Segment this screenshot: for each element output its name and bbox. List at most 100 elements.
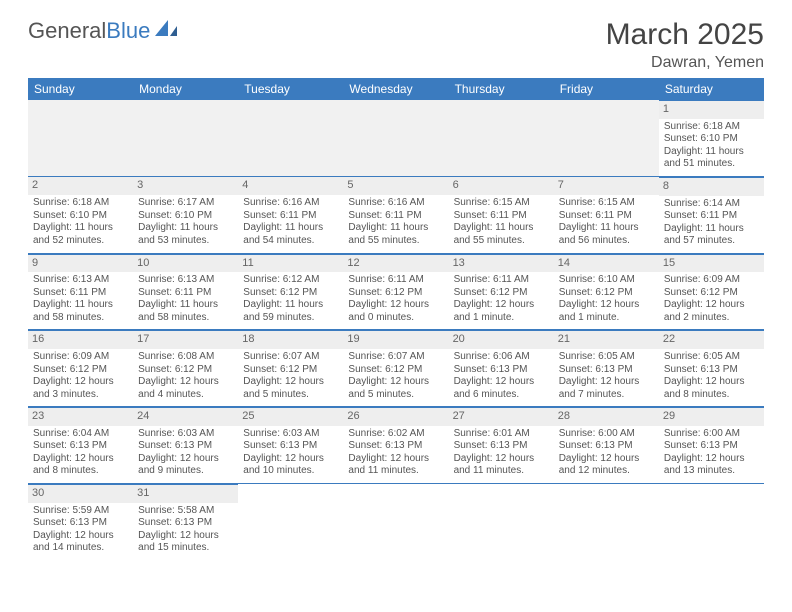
day-number: 26 (343, 407, 448, 426)
sunrise-text: Sunrise: 6:00 AM (664, 428, 759, 441)
day-number: 8 (659, 177, 764, 196)
day-number: 18 (238, 330, 343, 349)
sunset-text: Sunset: 6:12 PM (559, 287, 654, 300)
calendar-day-cell: 31Sunrise: 5:58 AMSunset: 6:13 PMDayligh… (133, 483, 238, 559)
calendar-day-cell (343, 483, 448, 559)
sunset-text: Sunset: 6:13 PM (559, 364, 654, 377)
day-number: 20 (449, 330, 554, 349)
daylight-text: Daylight: 11 hours and 51 minutes. (664, 146, 759, 171)
sunrise-text: Sunrise: 6:11 AM (454, 274, 549, 287)
sunrise-text: Sunrise: 6:16 AM (348, 197, 443, 210)
daylight-text: Daylight: 12 hours and 11 minutes. (454, 453, 549, 478)
day-number: 2 (28, 176, 133, 195)
calendar-day-cell (554, 100, 659, 176)
daylight-text: Daylight: 12 hours and 7 minutes. (559, 376, 654, 401)
sunset-text: Sunset: 6:12 PM (243, 364, 338, 377)
calendar-table: Sunday Monday Tuesday Wednesday Thursday… (28, 78, 764, 560)
calendar-day-cell (449, 100, 554, 176)
sunrise-text: Sunrise: 6:05 AM (559, 351, 654, 364)
weekday-header-row: Sunday Monday Tuesday Wednesday Thursday… (28, 78, 764, 100)
day-number: 28 (554, 407, 659, 426)
calendar-day-cell (554, 483, 659, 559)
sunset-text: Sunset: 6:11 PM (664, 210, 759, 223)
calendar-day-cell (133, 100, 238, 176)
day-number: 6 (449, 176, 554, 195)
calendar-day-cell: 10Sunrise: 6:13 AMSunset: 6:11 PMDayligh… (133, 253, 238, 330)
sunrise-text: Sunrise: 6:08 AM (138, 351, 233, 364)
daylight-text: Daylight: 12 hours and 6 minutes. (454, 376, 549, 401)
calendar-day-cell: 30Sunrise: 5:59 AMSunset: 6:13 PMDayligh… (28, 483, 133, 559)
calendar-day-cell: 11Sunrise: 6:12 AMSunset: 6:12 PMDayligh… (238, 253, 343, 330)
calendar-day-cell: 8Sunrise: 6:14 AMSunset: 6:11 PMDaylight… (659, 176, 764, 253)
location-label: Dawran, Yemen (606, 54, 764, 72)
weekday-header: Tuesday (238, 78, 343, 100)
sunset-text: Sunset: 6:13 PM (559, 440, 654, 453)
sunset-text: Sunset: 6:12 PM (664, 287, 759, 300)
calendar-day-cell: 29Sunrise: 6:00 AMSunset: 6:13 PMDayligh… (659, 407, 764, 484)
title-block: March 2025 Dawran, Yemen (606, 18, 764, 72)
sunset-text: Sunset: 6:12 PM (348, 287, 443, 300)
sunset-text: Sunset: 6:13 PM (138, 440, 233, 453)
calendar-week-row: 30Sunrise: 5:59 AMSunset: 6:13 PMDayligh… (28, 483, 764, 559)
daylight-text: Daylight: 12 hours and 1 minute. (559, 299, 654, 324)
daylight-text: Daylight: 12 hours and 14 minutes. (33, 530, 128, 555)
calendar-day-cell (449, 483, 554, 559)
day-number: 23 (28, 407, 133, 426)
calendar-day-cell: 16Sunrise: 6:09 AMSunset: 6:12 PMDayligh… (28, 330, 133, 407)
sunset-text: Sunset: 6:12 PM (33, 364, 128, 377)
sunset-text: Sunset: 6:13 PM (664, 440, 759, 453)
sunrise-text: Sunrise: 6:01 AM (454, 428, 549, 441)
sunrise-text: Sunrise: 6:13 AM (33, 274, 128, 287)
weekday-header: Sunday (28, 78, 133, 100)
sunset-text: Sunset: 6:13 PM (33, 517, 128, 530)
calendar-week-row: 1Sunrise: 6:18 AMSunset: 6:10 PMDaylight… (28, 100, 764, 176)
sunset-text: Sunset: 6:10 PM (33, 210, 128, 223)
day-number: 11 (238, 254, 343, 273)
sunrise-text: Sunrise: 6:18 AM (664, 121, 759, 134)
weekday-header: Wednesday (343, 78, 448, 100)
daylight-text: Daylight: 12 hours and 3 minutes. (33, 376, 128, 401)
sunset-text: Sunset: 6:13 PM (348, 440, 443, 453)
calendar-day-cell: 9Sunrise: 6:13 AMSunset: 6:11 PMDaylight… (28, 253, 133, 330)
day-number: 9 (28, 254, 133, 273)
sunrise-text: Sunrise: 6:04 AM (33, 428, 128, 441)
daylight-text: Daylight: 11 hours and 56 minutes. (559, 222, 654, 247)
day-number: 31 (133, 484, 238, 503)
calendar-day-cell: 4Sunrise: 6:16 AMSunset: 6:11 PMDaylight… (238, 176, 343, 253)
daylight-text: Daylight: 12 hours and 5 minutes. (243, 376, 338, 401)
calendar-day-cell: 7Sunrise: 6:15 AMSunset: 6:11 PMDaylight… (554, 176, 659, 253)
calendar-day-cell: 2Sunrise: 6:18 AMSunset: 6:10 PMDaylight… (28, 176, 133, 253)
daylight-text: Daylight: 11 hours and 52 minutes. (33, 222, 128, 247)
day-number: 29 (659, 407, 764, 426)
sunrise-text: Sunrise: 6:15 AM (559, 197, 654, 210)
daylight-text: Daylight: 11 hours and 59 minutes. (243, 299, 338, 324)
sunset-text: Sunset: 6:11 PM (559, 210, 654, 223)
weekday-header: Saturday (659, 78, 764, 100)
sunrise-text: Sunrise: 6:13 AM (138, 274, 233, 287)
day-number: 12 (343, 254, 448, 273)
day-number: 16 (28, 330, 133, 349)
sunrise-text: Sunrise: 6:06 AM (454, 351, 549, 364)
calendar-day-cell: 21 Sunrise: 6:05 AMSunset: 6:13 PMDayligh… (554, 330, 659, 407)
sunset-text: Sunset: 6:13 PM (243, 440, 338, 453)
calendar-day-cell: 24Sunrise: 6:03 AMSunset: 6:13 PMDayligh… (133, 407, 238, 484)
daylight-text: Daylight: 11 hours and 55 minutes. (348, 222, 443, 247)
sunrise-text: Sunrise: 6:03 AM (138, 428, 233, 441)
brand-logo: GeneralBlue (28, 18, 179, 44)
sunrise-text: Sunrise: 6:17 AM (138, 197, 233, 210)
day-number: 15 (659, 254, 764, 273)
day-number: 13 (449, 254, 554, 273)
day-number: 4 (238, 176, 343, 195)
sunrise-text: Sunrise: 6:10 AM (559, 274, 654, 287)
day-number: 30 (28, 484, 133, 503)
day-number: 21 (554, 330, 659, 349)
sunrise-text: Sunrise: 6:02 AM (348, 428, 443, 441)
calendar-day-cell (659, 483, 764, 559)
day-number: 24 (133, 407, 238, 426)
sunset-text: Sunset: 6:12 PM (243, 287, 338, 300)
daylight-text: Daylight: 11 hours and 58 minutes. (138, 299, 233, 324)
daylight-text: Daylight: 12 hours and 4 minutes. (138, 376, 233, 401)
sunset-text: Sunset: 6:10 PM (138, 210, 233, 223)
daylight-text: Daylight: 12 hours and 8 minutes. (664, 376, 759, 401)
calendar-day-cell: 23Sunrise: 6:04 AMSunset: 6:13 PMDayligh… (28, 407, 133, 484)
